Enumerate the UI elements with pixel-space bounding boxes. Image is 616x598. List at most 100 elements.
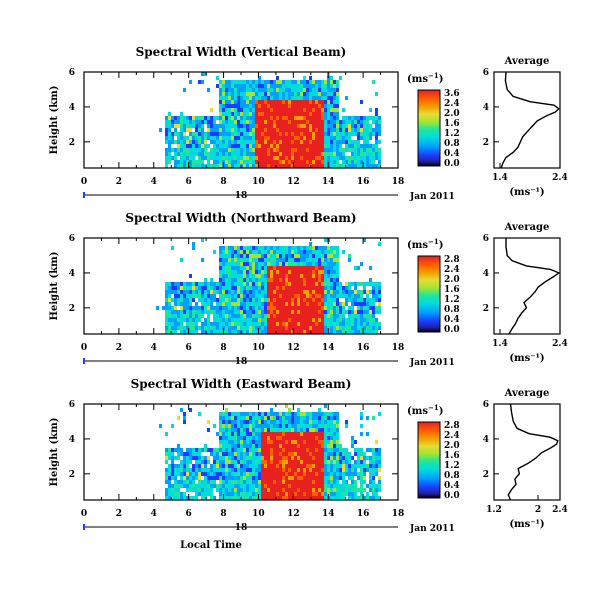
- heatmap-cell: [276, 440, 279, 444]
- heatmap-cell: [204, 468, 207, 472]
- heatmap-cell: [261, 302, 264, 306]
- heatmap-cell: [330, 270, 333, 274]
- heatmap-cell: [267, 104, 270, 108]
- heatmap-cell: [318, 112, 321, 116]
- heatmap-cell: [288, 408, 291, 412]
- heatmap-cell: [276, 318, 279, 322]
- heatmap-cell: [189, 136, 192, 140]
- heatmap-cell: [195, 152, 198, 156]
- colorbar-tick-label: 3.6: [444, 89, 460, 99]
- heatmap-cell: [342, 148, 345, 152]
- heatmap-cell: [234, 306, 237, 310]
- heatmap-cell: [168, 448, 171, 452]
- heatmap-cell: [258, 258, 261, 262]
- heatmap-cell: [240, 124, 243, 128]
- heatmap-cell: [186, 310, 189, 314]
- heatmap-cell: [249, 440, 252, 444]
- heatmap-cell: [180, 140, 183, 144]
- heatmap-cell: [234, 428, 237, 432]
- y-tick-label: 4: [69, 269, 75, 279]
- heatmap-cell: [309, 476, 312, 480]
- heatmap-cell: [285, 424, 288, 428]
- heatmap-cell: [255, 306, 258, 310]
- heatmap-cell: [348, 160, 351, 164]
- heatmap-cell: [171, 310, 174, 314]
- heatmap-cell: [234, 322, 237, 326]
- heatmap-cell: [333, 420, 336, 424]
- heatmap-cell: [249, 250, 252, 254]
- heatmap-cell: [171, 132, 174, 136]
- heatmap-cell: [276, 132, 279, 136]
- heatmap-cell: [168, 464, 171, 468]
- heatmap-cell: [333, 164, 336, 168]
- heatmap-cell: [267, 456, 270, 460]
- heatmap-cell: [171, 326, 174, 330]
- heatmap-cell: [267, 80, 270, 84]
- heatmap-cell: [315, 136, 318, 140]
- heatmap-cell: [360, 120, 363, 124]
- heatmap-cell: [330, 124, 333, 128]
- heatmap-cell: [327, 120, 330, 124]
- heatmap-cell: [267, 120, 270, 124]
- heatmap-cell: [360, 326, 363, 330]
- heatmap-cell: [243, 266, 246, 270]
- heatmap-cell: [372, 488, 375, 492]
- heatmap-cell: [234, 464, 237, 468]
- heatmap-cell: [255, 148, 258, 152]
- colorbar-tick-label: 1.2: [444, 129, 460, 139]
- heatmap-cell: [303, 440, 306, 444]
- heatmap-cell: [285, 80, 288, 84]
- heatmap-cell: [210, 136, 213, 140]
- heatmap-cell: [300, 84, 303, 88]
- heatmap-cell: [333, 270, 336, 274]
- heatmap-cell: [222, 258, 225, 262]
- heatmap-cell: [324, 246, 327, 250]
- heatmap-cell: [264, 472, 267, 476]
- heatmap-cell: [228, 96, 231, 100]
- heatmap-cell: [309, 266, 312, 270]
- heatmap-cell: [252, 250, 255, 254]
- heatmap-cell: [201, 72, 204, 76]
- heatmap-cell: [246, 104, 249, 108]
- heatmap-cell: [267, 112, 270, 116]
- heatmap-cell: [276, 262, 279, 266]
- heatmap-cell: [183, 452, 186, 456]
- heatmap-cell: [246, 330, 249, 334]
- heatmap-cell: [165, 460, 168, 464]
- heatmap-cell: [171, 156, 174, 160]
- heatmap-cell: [216, 476, 219, 480]
- heatmap-cell: [285, 128, 288, 132]
- heatmap-cell: [273, 128, 276, 132]
- heatmap-cell: [300, 460, 303, 464]
- heatmap-cell: [198, 306, 201, 310]
- heatmap-cell: [375, 120, 378, 124]
- heatmap-cell: [267, 254, 270, 258]
- heatmap-cell: [264, 496, 267, 500]
- heatmap-cell: [225, 408, 228, 412]
- heatmap-cell: [306, 326, 309, 330]
- heatmap-cell: [246, 124, 249, 128]
- heatmap-cell: [330, 480, 333, 484]
- heatmap-cell: [321, 496, 324, 500]
- heatmap-cell: [243, 282, 246, 286]
- heatmap-cell: [273, 480, 276, 484]
- heatmap-cell: [228, 290, 231, 294]
- heatmap-cell: [279, 448, 282, 452]
- heatmap-cell: [333, 104, 336, 108]
- heatmap-cell: [321, 472, 324, 476]
- heatmap-cell: [276, 480, 279, 484]
- heatmap-cell: [255, 84, 258, 88]
- heatmap-cell: [330, 148, 333, 152]
- heatmap-cell: [330, 496, 333, 500]
- heatmap-cell: [315, 330, 318, 334]
- heatmap-cell: [327, 294, 330, 298]
- heatmap-cell: [372, 318, 375, 322]
- heatmap-cell: [222, 318, 225, 322]
- heatmap-cell: [321, 314, 324, 318]
- heatmap-cell: [345, 164, 348, 168]
- heatmap-cell: [231, 326, 234, 330]
- heatmap-cell: [309, 254, 312, 258]
- heatmap-cell: [270, 408, 273, 412]
- heatmap-cell: [192, 468, 195, 472]
- heatmap-cell: [375, 164, 378, 168]
